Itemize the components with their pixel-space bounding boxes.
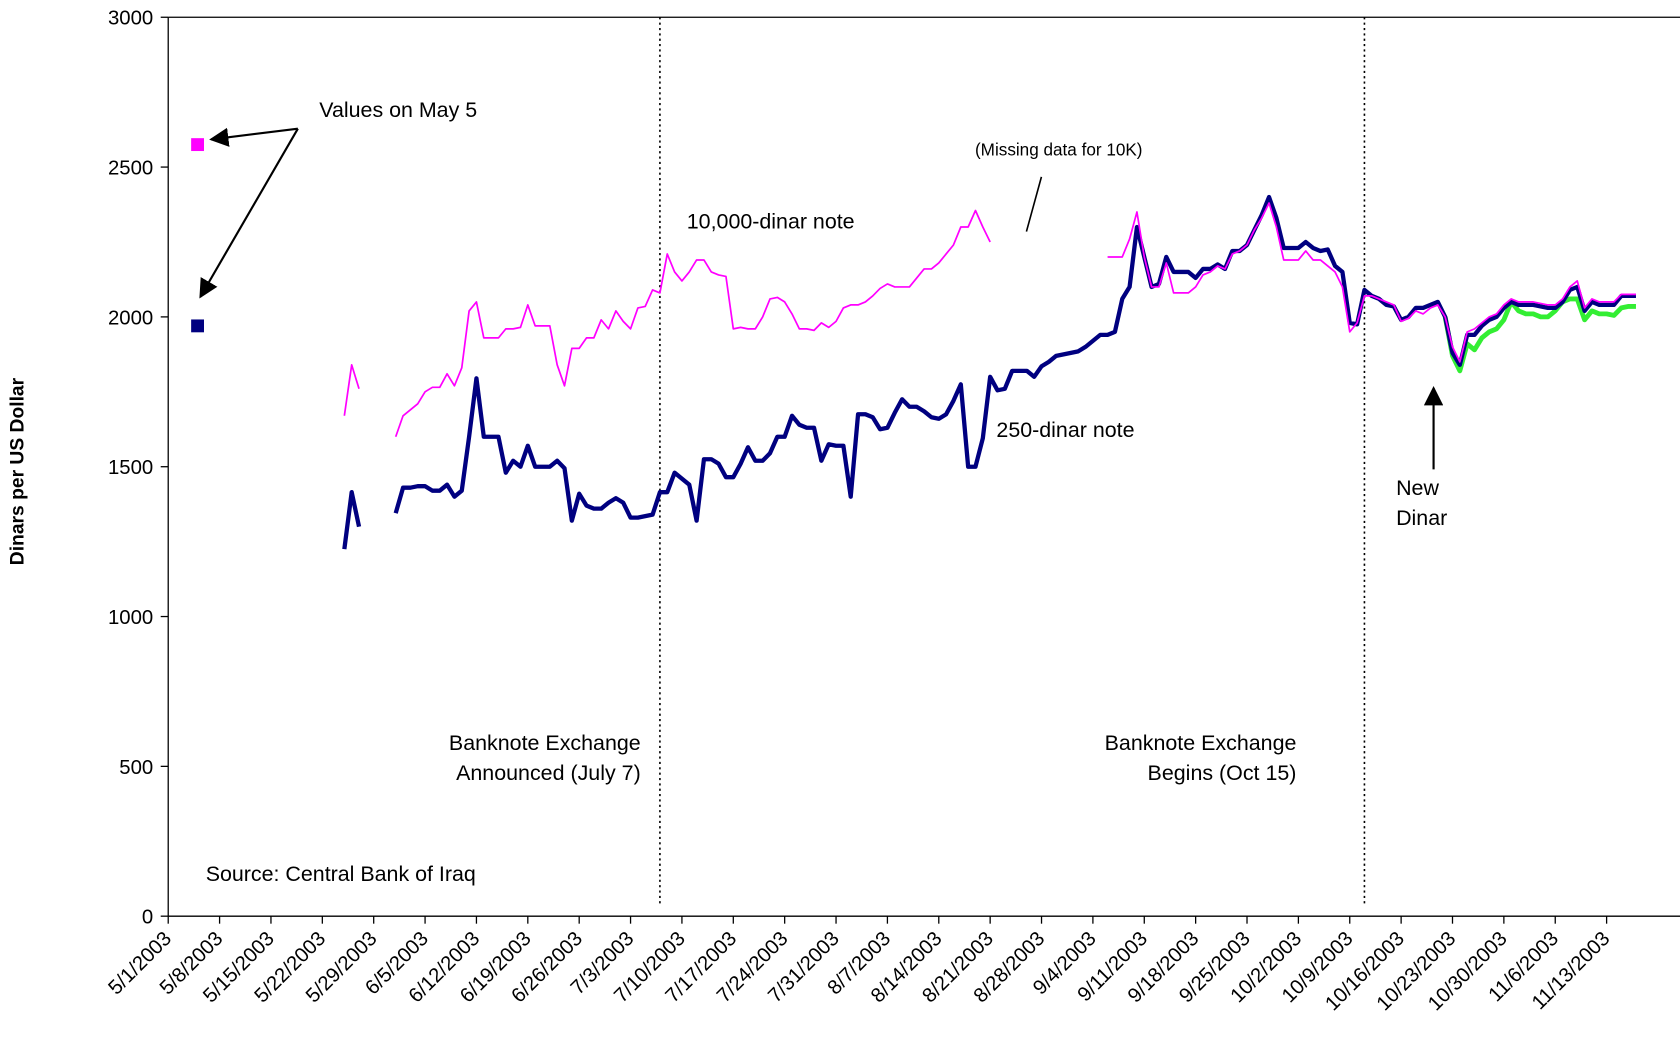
- series-line: [1107, 202, 1636, 363]
- annotation: Source: Central Bank of Iraq: [206, 862, 476, 886]
- leader-line: [1025, 176, 1043, 232]
- y-tick-label: 500: [119, 757, 153, 779]
- series-label: New Dinar: [1396, 476, 1448, 531]
- series-label: 250-dinar note: [996, 418, 1134, 442]
- series-line: [1442, 296, 1636, 374]
- annotation-box: Banknote Exchange Begins (Oct 15): [1104, 731, 1297, 786]
- annotation: Banknote Exchange Begins (Oct 15): [1104, 731, 1297, 786]
- y-tick-label: 1500: [108, 457, 153, 479]
- point-marker: [191, 319, 204, 333]
- arrow: [209, 127, 298, 147]
- series-label: 10,000-dinar note: [687, 209, 855, 233]
- annotation: (Missing data for 10K): [975, 139, 1143, 159]
- series-line: [342, 490, 362, 550]
- arrow: [199, 128, 299, 299]
- y-tick-label: 2000: [108, 307, 153, 329]
- y-tick-label: 1000: [108, 607, 153, 629]
- point-marker: [191, 138, 204, 152]
- annotation: Banknote Exchange Announced (July 7): [448, 731, 641, 786]
- series-line: [394, 209, 991, 438]
- y-axis-label: Dinars per US Dollar: [8, 377, 29, 565]
- series-label-box: New Dinar: [1396, 476, 1448, 531]
- y-tick-label: 2500: [108, 158, 153, 180]
- y-tick-label: 3000: [108, 8, 153, 30]
- series-line: [393, 194, 1636, 523]
- annotation-box: Banknote Exchange Announced (July 7): [448, 731, 641, 786]
- series-line: [343, 363, 360, 416]
- annotation: Values on May 5: [319, 98, 477, 122]
- y-tick-label: 0: [142, 907, 153, 929]
